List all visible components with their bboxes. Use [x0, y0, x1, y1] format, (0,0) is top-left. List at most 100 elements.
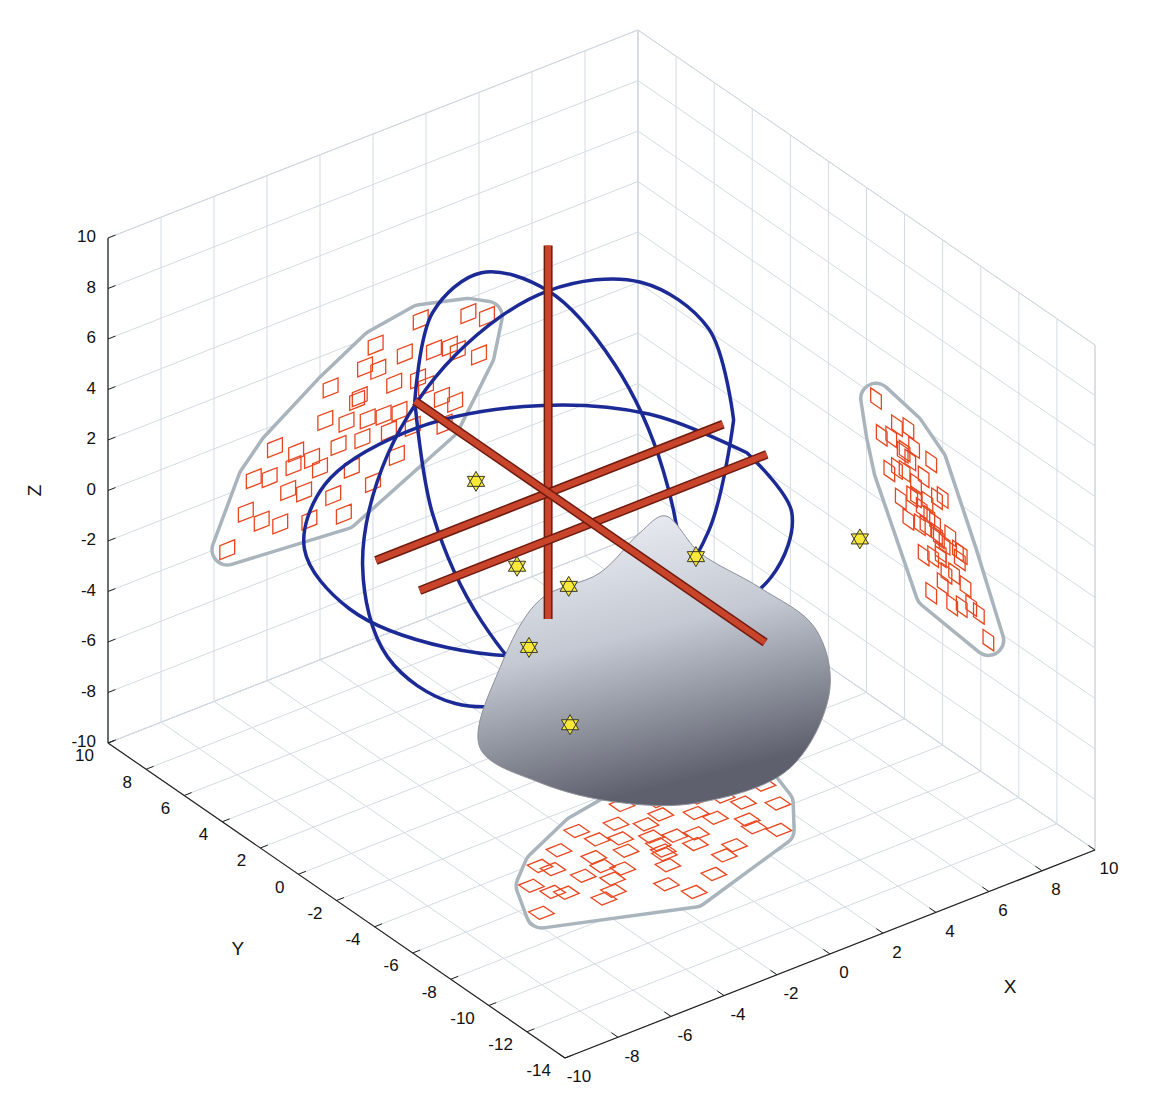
- point-y-wall: [281, 481, 296, 501]
- point-y-wall: [360, 409, 375, 429]
- point-floor: [546, 844, 572, 857]
- body: [478, 516, 831, 806]
- tick: [611, 1033, 618, 1038]
- point-y-wall: [318, 410, 333, 430]
- tick: [337, 898, 344, 901]
- grid-line: [108, 131, 638, 339]
- tick: [1088, 845, 1095, 850]
- point-floor: [701, 867, 727, 880]
- point-x-wall: [932, 523, 943, 544]
- point-floor: [712, 849, 738, 862]
- point-y-wall: [238, 502, 253, 522]
- point-x-wall: [935, 546, 946, 567]
- tick-label: -4: [730, 1005, 745, 1024]
- point-x-wall: [903, 509, 914, 530]
- point-floor: [601, 884, 627, 897]
- grid-line: [108, 30, 638, 238]
- point-y-wall: [246, 469, 261, 489]
- tick: [565, 1055, 572, 1058]
- tick: [929, 908, 936, 913]
- grid-line: [108, 182, 638, 390]
- tick-label: -10: [567, 1067, 592, 1086]
- rod-outline: [544, 245, 553, 619]
- tick-label: 8: [123, 773, 132, 792]
- point-y-wall: [286, 456, 301, 476]
- tick-label: -2: [81, 530, 96, 549]
- point-x-wall: [892, 415, 903, 436]
- point-y-wall: [313, 458, 328, 478]
- tick-label: 8: [1051, 880, 1060, 899]
- grid-line: [108, 743, 565, 1058]
- tick: [451, 976, 458, 979]
- tick: [108, 286, 115, 289]
- tick: [108, 639, 115, 642]
- plot-area: [220, 245, 994, 919]
- point-x-wall: [895, 488, 906, 509]
- point-floor: [564, 824, 590, 837]
- star: [560, 576, 577, 596]
- tick-label: 0: [839, 963, 848, 982]
- rod: [415, 401, 765, 643]
- series-scatter: [220, 304, 994, 920]
- tick: [876, 929, 883, 934]
- rod-outline: [415, 401, 765, 643]
- point-x-wall: [974, 603, 985, 624]
- tick-label: 6: [161, 799, 170, 818]
- point-floor: [765, 797, 791, 810]
- point-floor: [529, 906, 555, 919]
- point-x-wall: [937, 573, 948, 594]
- point-floor: [646, 838, 672, 851]
- tick: [108, 740, 115, 743]
- y-axis-line: [108, 743, 565, 1058]
- point-floor: [722, 839, 748, 852]
- point-y-wall: [268, 438, 283, 458]
- cluster-fill: [227, 314, 487, 550]
- star: [561, 715, 578, 735]
- point-y-wall: [336, 504, 351, 524]
- grid-line: [638, 182, 1095, 497]
- tick-label: 2: [87, 429, 96, 448]
- axis-title: Y: [232, 938, 245, 959]
- tick: [108, 336, 115, 339]
- point-x-wall: [871, 388, 882, 409]
- tick-label: 4: [199, 825, 208, 844]
- tick: [298, 871, 305, 874]
- tick: [982, 887, 989, 892]
- axes: -10-8-6-4-20246810-14-12-10-8-6-4-202468…: [24, 227, 1118, 1086]
- tick: [823, 949, 830, 954]
- point-x-wall: [911, 486, 922, 507]
- walls: [108, 30, 1095, 1058]
- tick-label: 2: [892, 943, 901, 962]
- point-x-wall: [945, 525, 956, 546]
- tick: [108, 235, 115, 238]
- point-x-wall: [956, 543, 967, 564]
- point-x-wall: [899, 440, 910, 461]
- point-y-wall: [472, 345, 487, 365]
- point-floor: [584, 833, 610, 846]
- point-y-wall: [355, 429, 370, 449]
- point-floor: [603, 817, 629, 830]
- tick-label: -10: [71, 732, 96, 751]
- star: [520, 637, 537, 657]
- grid-line: [638, 30, 1095, 345]
- tick-label: -8: [81, 682, 96, 701]
- point-floor: [766, 823, 792, 836]
- tick: [108, 690, 115, 693]
- point-y-wall: [368, 335, 383, 355]
- tick: [770, 970, 777, 975]
- tick: [489, 1003, 496, 1006]
- point-x-wall: [926, 451, 937, 472]
- tick-label: 10: [1100, 859, 1119, 878]
- point-y-wall: [358, 357, 373, 377]
- series-rod: [415, 401, 765, 643]
- point-floor: [681, 885, 707, 898]
- tick-label: 0: [275, 878, 284, 897]
- tick: [108, 740, 115, 743]
- tick: [184, 793, 191, 796]
- rod: [545, 245, 551, 619]
- point-x-wall: [926, 582, 937, 603]
- tick-label: 6: [87, 328, 96, 347]
- tick-label: -6: [384, 956, 399, 975]
- tick: [108, 488, 115, 491]
- cluster-outline: [227, 314, 487, 550]
